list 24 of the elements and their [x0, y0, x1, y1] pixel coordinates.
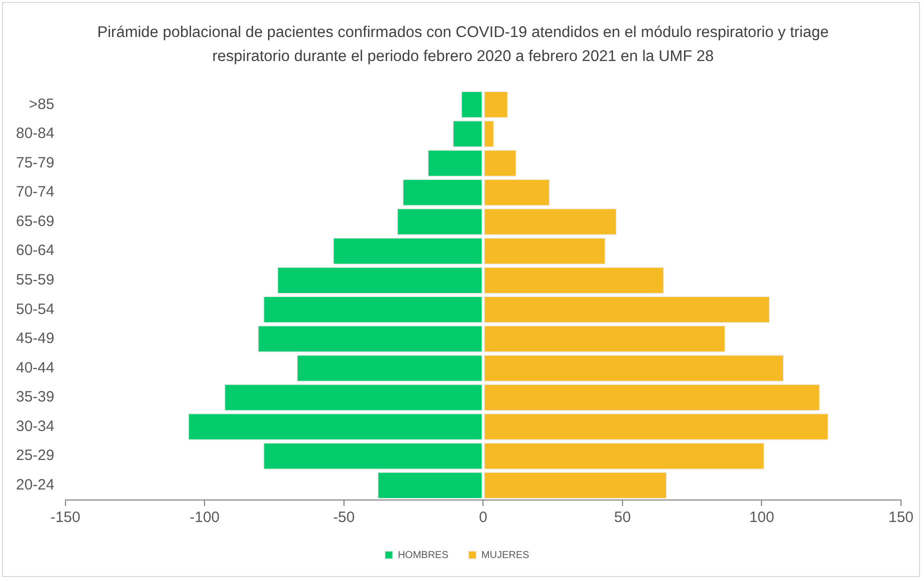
x-tick-label: 100 — [749, 509, 774, 526]
y-tick-label: 60-64 — [16, 242, 54, 260]
legend-label: HOMBRES — [398, 550, 449, 561]
y-tick-label: >85 — [28, 96, 54, 113]
y-tick-label: 45-49 — [16, 330, 54, 348]
y-tick-label: 20-24 — [16, 476, 54, 494]
y-tick-label: 50-54 — [16, 300, 54, 318]
x-tick-label: -50 — [333, 509, 355, 526]
chart-title: Pirámide poblacional de pacientes confirmados con COVID-19 atendidos en el módulo respiratorio y triage respiratorio durante el periodo febrero 2020 a febrero 2021 en la UMF 28 — [96, 23, 830, 67]
y-tick-label: 30-34 — [16, 418, 54, 435]
y-tick-label: 40-44 — [16, 359, 54, 376]
x-tick-label: 0 — [479, 509, 488, 526]
x-tick-label: -100 — [190, 509, 220, 526]
x-tick-label: -150 — [50, 509, 80, 526]
y-tick-label: 25-29 — [16, 447, 54, 464]
x-tick-label: 150 — [888, 509, 914, 526]
x-tick-label: 50 — [614, 509, 631, 526]
y-tick-label: 65-69 — [16, 212, 54, 230]
y-tick-label: 70-74 — [16, 184, 54, 201]
y-tick-label: 35-39 — [16, 388, 54, 406]
y-tick-label: 55-59 — [16, 272, 54, 288]
legend-label: MUJERES — [481, 550, 530, 561]
y-tick-label: 75-79 — [16, 154, 54, 172]
y-tick-label: 80-84 — [16, 125, 54, 142]
